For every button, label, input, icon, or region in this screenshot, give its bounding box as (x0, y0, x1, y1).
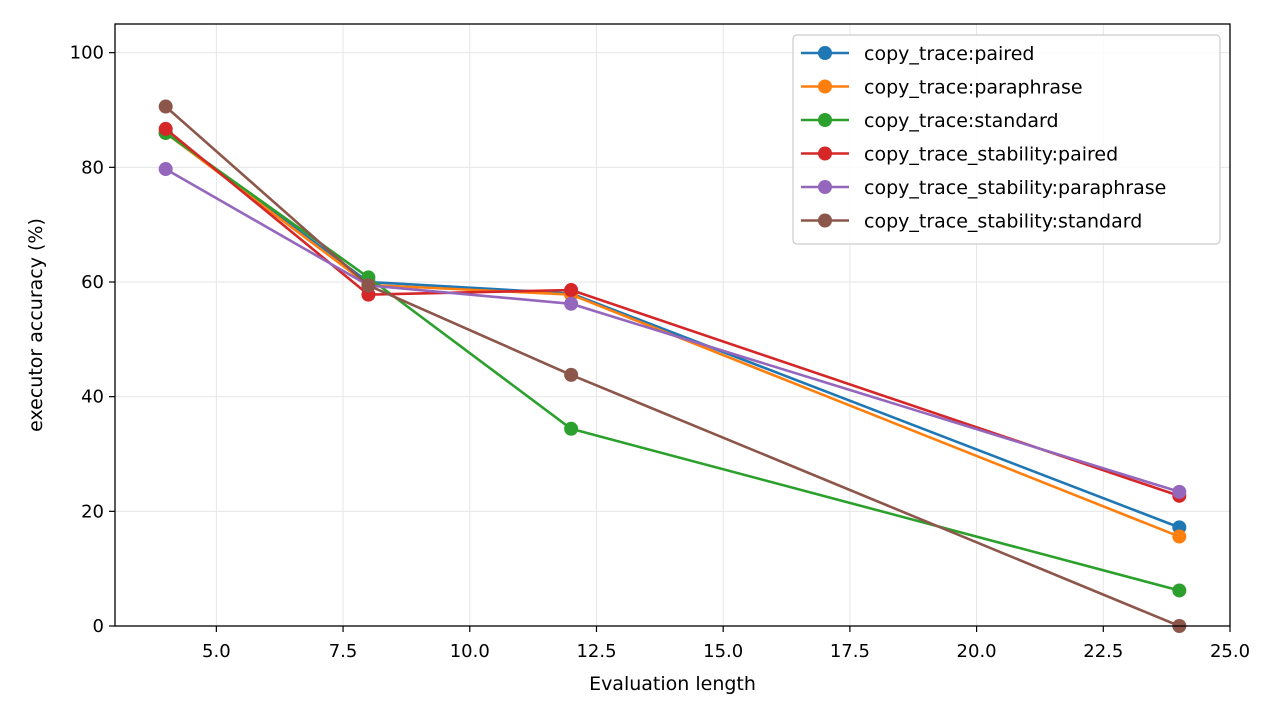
legend: copy_trace:paired copy_trace:paraphraseco… (792, 34, 1221, 245)
y-axis-ticks: 0 20 40 60 80 100 (70, 43, 115, 637)
data-point (158, 162, 173, 177)
x-axis-ticks: 5.0 7.5 10.0 12.5 15.0 17.5 20.0 22.5 25.0 (202, 626, 1250, 662)
series-line (164, 127, 1180, 498)
data-point (158, 121, 173, 136)
legend-box (792, 34, 1221, 245)
x-tick-label: 20.0 (957, 641, 997, 662)
data-point (564, 283, 579, 298)
legend-label: copy_trace_stability:paraphrase (864, 177, 1166, 199)
series-line (164, 105, 1180, 628)
data-point (564, 367, 579, 382)
series-layer (158, 99, 1187, 633)
x-tick-label: 15.0 (703, 641, 743, 662)
legend-item: copy_trace:paraphrase (801, 77, 1083, 99)
legend-label: copy_trace_stability:standard (864, 211, 1142, 233)
y-axis-label: executor accuracy (%) (25, 218, 47, 432)
y-tick-label: 60 (81, 272, 104, 293)
legend-item: copy_trace_stability:standard (801, 211, 1142, 233)
legend-label: copy_trace:paired (864, 43, 1034, 65)
x-tick-label: 25.0 (1210, 641, 1250, 662)
legend-item: copy_trace:standard (801, 110, 1059, 132)
legend-item: copy_trace:paired (801, 43, 1034, 65)
data-point (1172, 583, 1187, 598)
legend-marker (818, 46, 832, 60)
legend-marker (818, 213, 832, 228)
y-tick-label: 80 (81, 157, 104, 178)
legend-label: copy_trace_stability:paired (864, 144, 1118, 166)
y-tick-label: 20 (81, 501, 104, 522)
x-tick-label: 12.5 (576, 641, 616, 662)
legend-marker (818, 146, 832, 161)
legend-marker (818, 113, 832, 127)
data-point (361, 278, 376, 293)
data-point (1172, 529, 1187, 544)
y-tick-label: 40 (81, 387, 104, 408)
x-tick-label: 5.0 (202, 641, 231, 662)
legend-label: copy_trace:paraphrase (864, 77, 1083, 99)
x-tick-label: 10.0 (450, 641, 490, 662)
data-point (158, 99, 173, 114)
legend-marker (818, 180, 832, 194)
x-tick-label: 22.5 (1083, 641, 1123, 662)
y-tick-label: 100 (70, 43, 104, 64)
series-line (164, 131, 1180, 538)
data-point (1172, 484, 1187, 499)
series-line (165, 167, 1180, 494)
series-line (164, 131, 1180, 592)
x-tick-label: 7.5 (329, 641, 358, 662)
y-tick-label: 0 (93, 616, 104, 637)
legend-item: copy_trace_stability:paired (801, 144, 1118, 166)
legend-label: copy_trace:standard (864, 110, 1059, 132)
legend-marker (818, 79, 832, 94)
plot-frame (114, 23, 1231, 627)
x-tick-label: 17.5 (830, 641, 870, 662)
data-point (564, 296, 579, 311)
x-axis-label: Evaluation length (589, 673, 756, 695)
legend-item: copy_trace_stability:paraphrase (801, 177, 1166, 199)
data-point (564, 421, 579, 436)
